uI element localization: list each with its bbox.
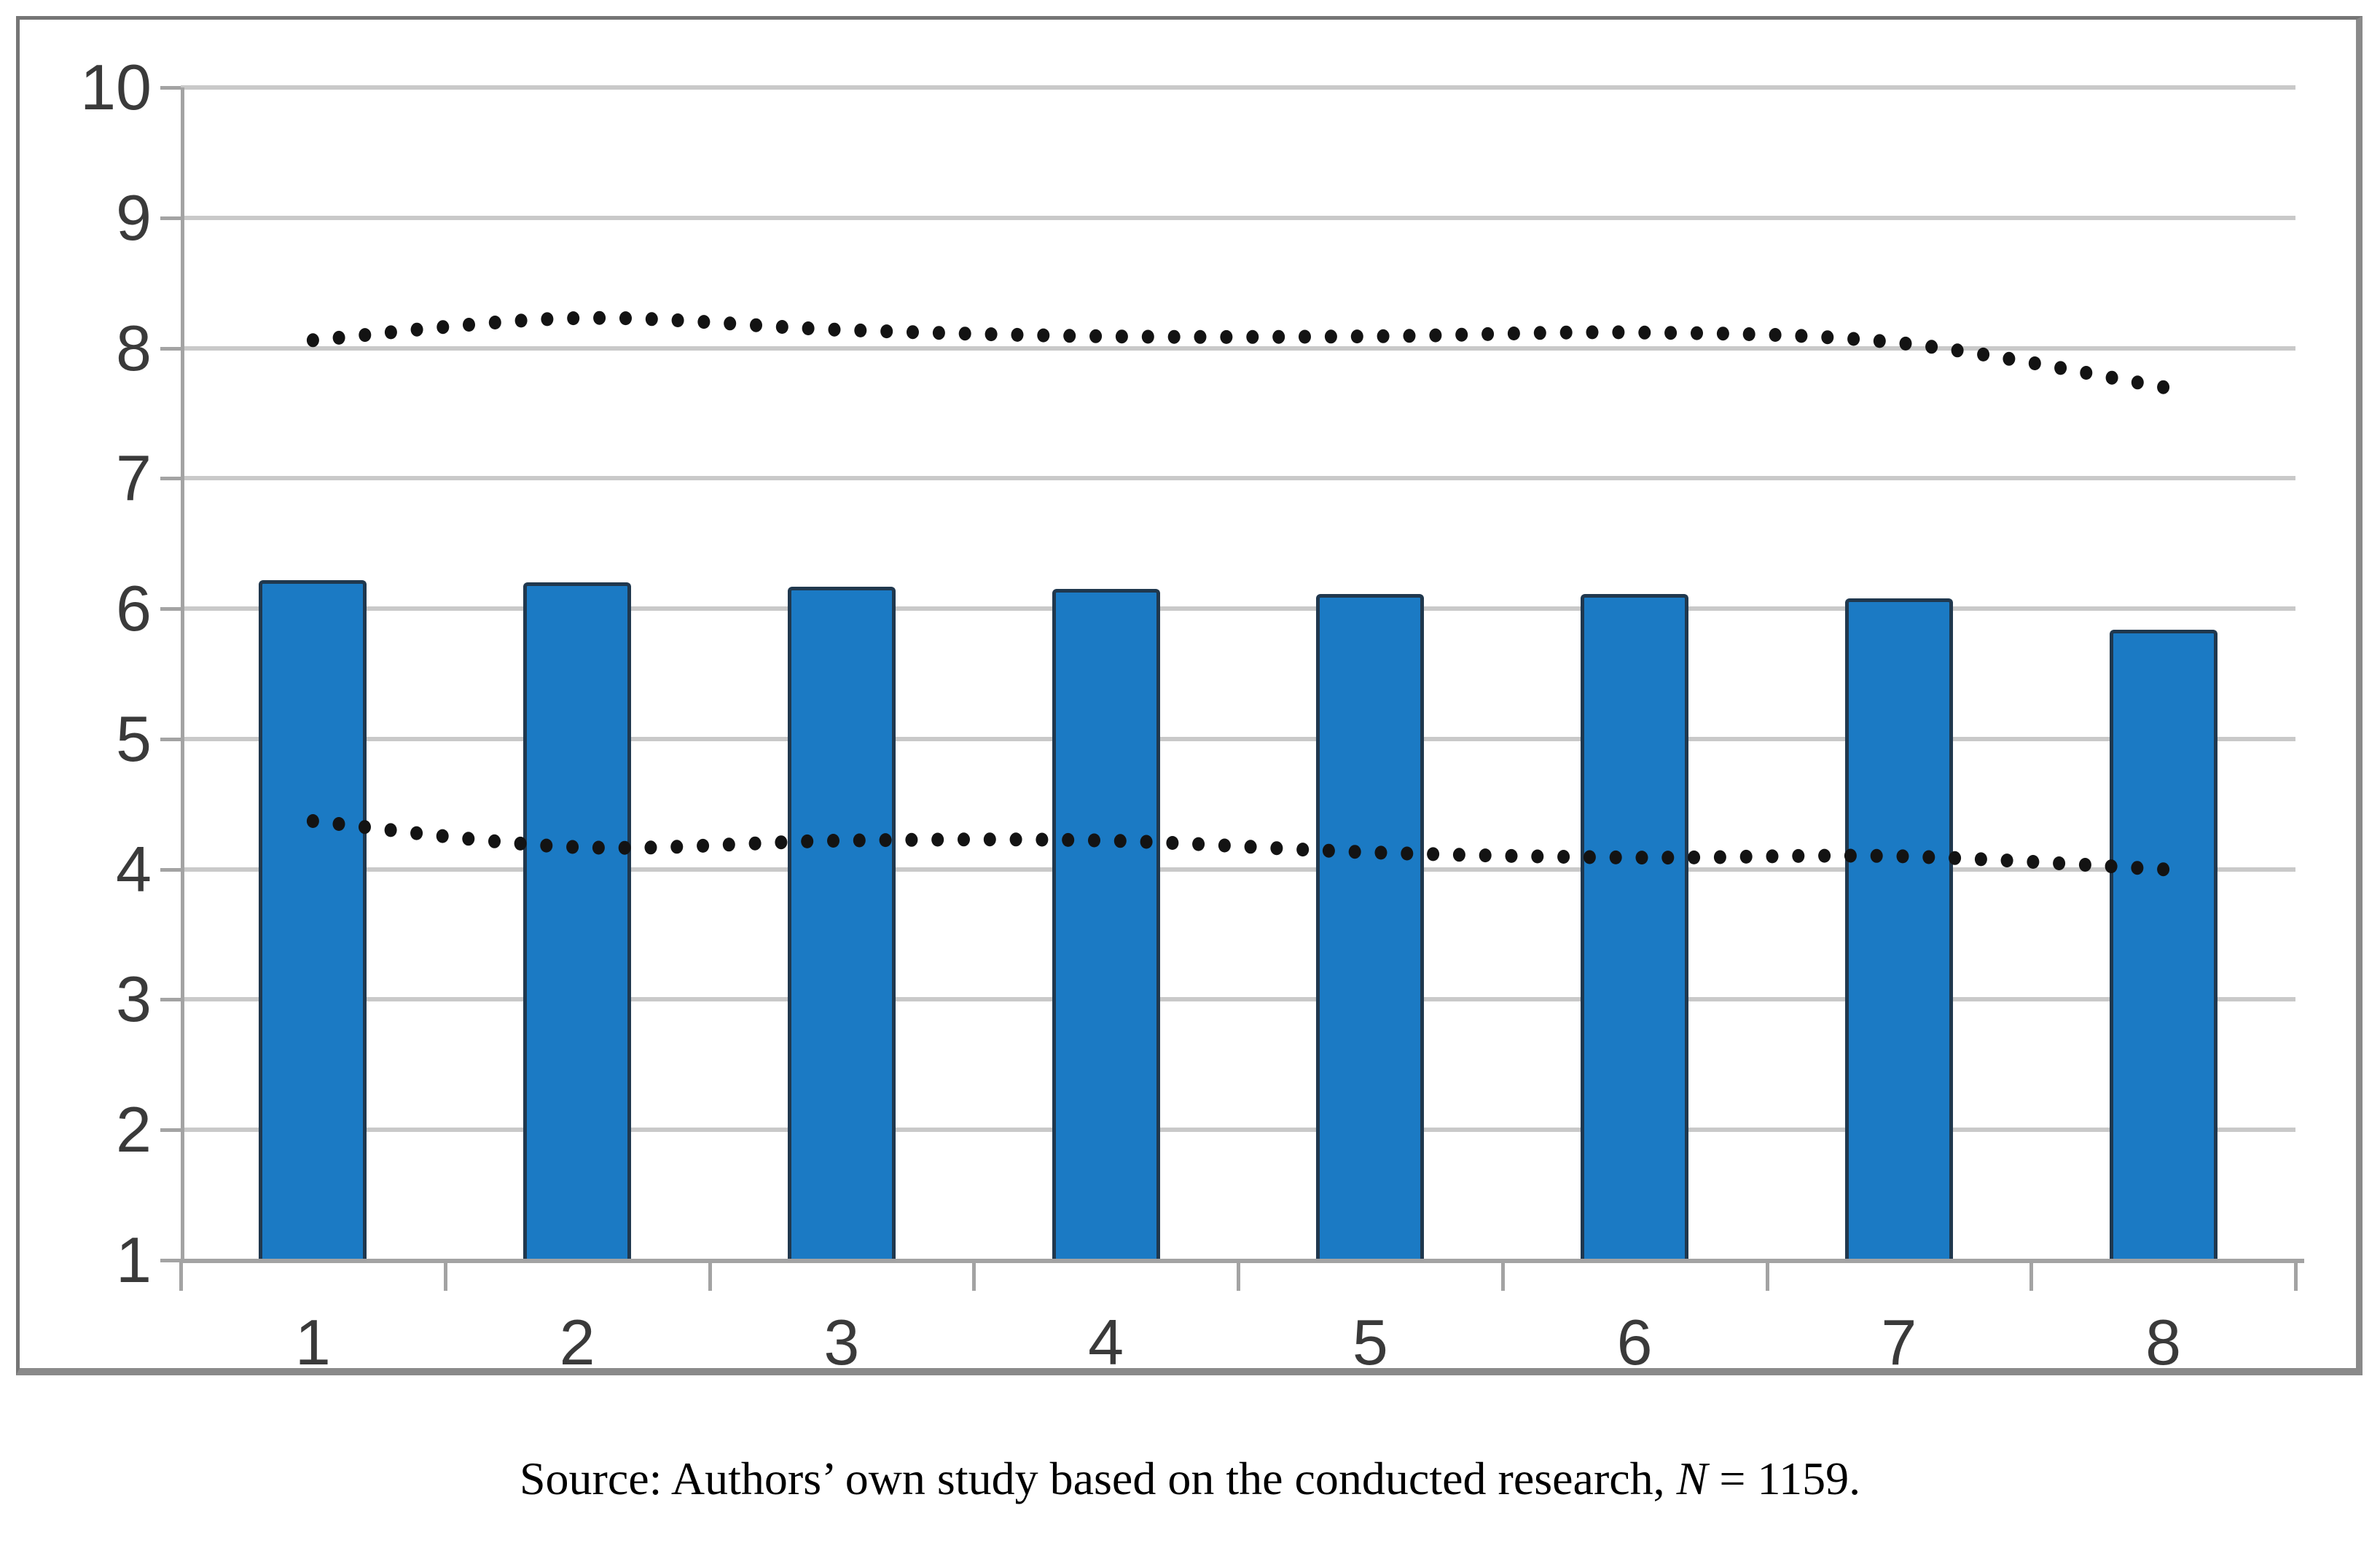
x-tick-label: 5: [1352, 1306, 1388, 1378]
x-axis-tick: [1765, 1262, 1769, 1291]
y-axis-tick: [160, 737, 181, 741]
bar: [1581, 594, 1689, 1260]
y-axis-tick: [160, 1259, 181, 1262]
bar: [1052, 589, 1160, 1260]
y-axis-tick: [160, 86, 181, 90]
y-axis-line: [181, 87, 184, 1263]
x-axis-tick: [179, 1262, 183, 1291]
caption-suffix: = 1159.: [1707, 1453, 1861, 1504]
y-gridline: [181, 85, 2295, 90]
bar-series-layer: [20, 20, 2356, 1368]
x-tick-label: 3: [823, 1306, 860, 1378]
x-axis-tick: [708, 1262, 712, 1291]
x-tick-label: 1: [294, 1306, 331, 1378]
y-gridline: [181, 867, 2295, 872]
y-gridline: [181, 1128, 2295, 1133]
y-tick-label: 3: [116, 963, 152, 1036]
x-axis-tick: [2029, 1262, 2034, 1291]
y-axis-tick: [160, 346, 181, 351]
y-tick-label: 9: [116, 181, 152, 254]
y-axis-tick: [160, 216, 181, 220]
y-tick-label: 10: [80, 51, 152, 123]
gridline-layer: [20, 20, 2356, 1368]
x-axis-tick: [972, 1262, 976, 1291]
y-gridline: [181, 215, 2295, 220]
y-gridline: [181, 345, 2295, 351]
y-gridline: [181, 476, 2295, 481]
y-tick-label: 2: [116, 1093, 152, 1166]
axis-label-layer: 1 2 3 4 5 6 7 8 9 10 1 2 3 4 5 6 7 8: [20, 20, 2356, 1378]
y-tick-label: 7: [116, 442, 152, 515]
y-gridline: [181, 736, 2295, 741]
x-axis-tick: [1500, 1262, 1505, 1291]
y-axis-tick: [160, 867, 181, 872]
bar: [259, 579, 367, 1260]
caption-prefix: Source: Authors’ own study based on the …: [519, 1453, 1677, 1504]
x-tick-label: 8: [2145, 1306, 2182, 1378]
caption-n-symbol: N: [1676, 1453, 1708, 1504]
x-tick-label: 4: [1088, 1306, 1124, 1378]
bar: [2109, 629, 2217, 1260]
bar: [523, 582, 632, 1260]
y-axis-tick: [160, 1128, 181, 1133]
x-tick-label: 6: [1616, 1306, 1653, 1378]
x-axis-line: [181, 1259, 2304, 1263]
bar: [1316, 594, 1425, 1260]
chart-figure: 1 2 3 4 5 6 7 8 9 10 1 2 3 4 5 6 7 8: [16, 16, 2363, 1378]
y-tick-label: 6: [116, 572, 152, 645]
y-gridline: [181, 606, 2295, 612]
x-axis-tick: [1237, 1262, 1240, 1291]
y-tick-label: 5: [116, 702, 152, 775]
caption: Source: Authors’ own study based on the …: [0, 1452, 2380, 1506]
x-tick-label: 2: [559, 1306, 595, 1378]
bar: [787, 586, 896, 1260]
y-axis-tick: [160, 477, 181, 481]
y-tick-label: 8: [116, 311, 152, 384]
bar: [1844, 598, 1953, 1260]
x-tick-label: 7: [1881, 1306, 1917, 1378]
y-axis-tick: [160, 998, 181, 1002]
y-axis-tick: [160, 607, 181, 612]
y-tick-label: 4: [116, 832, 152, 905]
x-axis-tick: [443, 1262, 447, 1291]
y-gridline: [181, 997, 2295, 1002]
x-axis-tick: [2294, 1262, 2298, 1291]
y-tick-label: 1: [116, 1224, 152, 1296]
axis-layer: [20, 20, 2356, 1368]
